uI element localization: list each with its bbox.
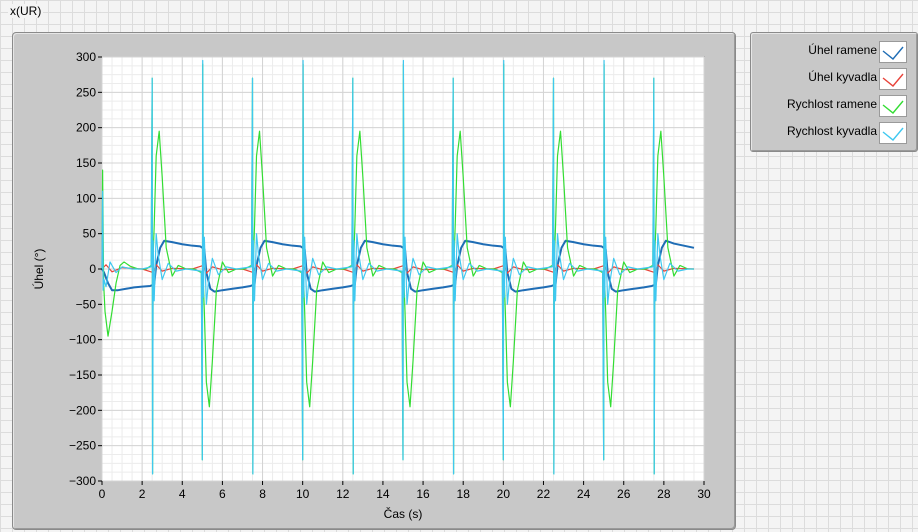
y-tick-label: 200 [76,121,96,135]
series-layer [101,59,695,475]
x-tick-label: 24 [577,487,591,501]
x-axis-label: Čas (s) [384,506,423,521]
series-line-0 [101,239,695,293]
legend-swatch-icon[interactable] [879,122,907,144]
y-tick-label: −150 [69,368,96,382]
x-tick-label: 22 [537,487,551,501]
x-tick-label: 18 [457,487,471,501]
y-tick-label: 50 [83,227,97,241]
window-title: x(UR) [8,4,44,18]
legend-item-uhel-ramene[interactable]: Úhel ramene [751,39,917,65]
x-tick-label: 28 [657,487,671,501]
legend-swatch-line [882,46,904,60]
chart[interactable]: 0 2 4 6 8 10 12 14 16 18 20 22 24 26 28 30−300−250−200−… [13,33,735,529]
legend-item-rychlost-ramene[interactable]: Rychlost ramene [751,93,917,119]
x-tick-label: 8 [259,487,266,501]
x-tick-label: 16 [416,487,430,501]
y-tick-label: −250 [69,439,96,453]
y-tick-label: −200 [69,403,96,417]
y-tick-label: 250 [76,85,96,99]
x-tick-label: 26 [617,487,631,501]
series-line-3 [101,59,694,475]
x-tick-label: 14 [376,487,390,501]
y-tick-label: −300 [69,474,96,488]
x-tick-label: 6 [219,487,226,501]
legend-swatch-icon[interactable] [879,41,907,63]
legend-swatch-line [882,73,904,87]
legend-label: Úhel ramene [808,43,877,57]
legend-swatch-icon[interactable] [879,95,907,117]
y-tick-label: 100 [76,191,96,205]
legend-swatch-icon[interactable] [879,68,907,90]
x-tick-label: 30 [697,487,711,501]
y-tick-label: 300 [76,50,96,64]
legend-item-rychlost-kyvadla[interactable]: Rychlost kyvadla [751,120,917,146]
legend-label: Rychlost ramene [786,97,877,111]
legend-label: Rychlost kyvadla [786,124,877,138]
x-tick-label: 4 [179,487,186,501]
legend[interactable]: Úhel ramene Úhel kyvadla Rychlost ramene… [750,32,918,152]
y-tick-label: −100 [69,333,96,347]
x-tick-label: 12 [336,487,350,501]
ticks-layer: 0 2 4 6 8 10 12 14 16 18 20 22 24 26 28 30−300−250−200−… [69,50,711,501]
y-tick-label: 0 [89,262,96,276]
y-tick-label: 150 [76,156,96,170]
y-axis-label: Úhel (°) [31,249,46,290]
x-tick-label: 10 [296,487,310,501]
y-tick-label: −50 [76,297,97,311]
legend-item-uhel-kyvadla[interactable]: Úhel kyvadla [751,66,917,92]
graph-frame: 0 2 4 6 8 10 12 14 16 18 20 22 24 26 28 30 −300 −250 −200−… [12,32,736,530]
x-tick-label: 2 [139,487,146,501]
x-tick-label: 20 [497,487,511,501]
legend-swatch-line [882,100,904,114]
legend-label: Úhel kyvadla [808,70,877,84]
legend-swatch-line [882,127,904,141]
x-tick-label: 0 [99,487,106,501]
